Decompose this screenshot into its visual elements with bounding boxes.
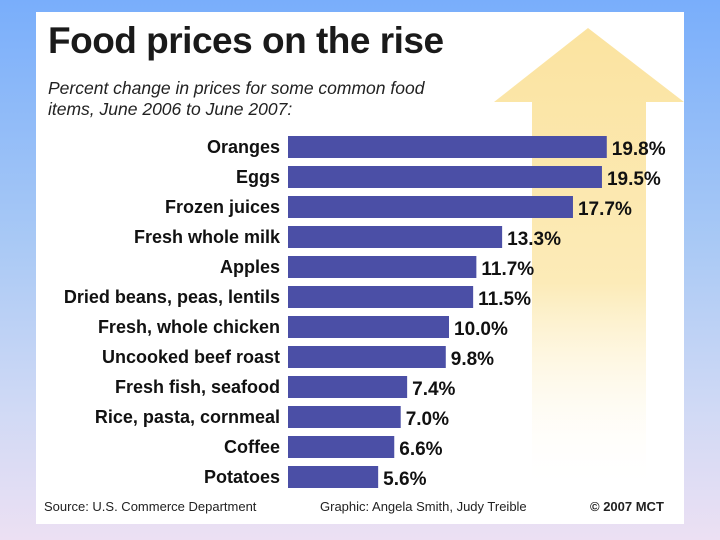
category-label-potatoes: Potatoes <box>204 467 280 487</box>
bar-frozen-juices <box>288 196 573 218</box>
value-label-rice-pasta-cornmeal: 7.0% <box>406 409 449 430</box>
value-label-potatoes: 5.6% <box>383 469 426 490</box>
source-note: Source: U.S. Commerce Department <box>44 499 257 514</box>
chart-card: Oranges 19.8% Eggs 19.5% Frozen juices 17.7% F… <box>36 12 684 524</box>
category-label-fresh-fish-seafood: Fresh fish, seafood <box>115 377 280 397</box>
bar-rice-pasta-cornmeal <box>288 406 401 428</box>
category-label-apples: Apples <box>220 257 280 277</box>
bar-fresh-whole-chicken <box>288 316 449 338</box>
bar-apples <box>288 256 477 278</box>
category-label-uncooked-beef-roast: Uncooked beef roast <box>102 347 280 367</box>
value-label-frozen-juices: 17.7% <box>578 199 632 220</box>
bar-coffee <box>288 436 395 458</box>
value-label-uncooked-beef-roast: 9.8% <box>451 349 494 370</box>
category-label-coffee: Coffee <box>224 437 280 457</box>
value-label-fresh-whole-milk: 13.3% <box>507 229 561 250</box>
bar-dried-beans-peas-lentils <box>288 286 474 308</box>
bar-eggs <box>288 166 602 188</box>
value-label-apples: 11.7% <box>481 259 534 280</box>
value-label-dried-beans-peas-lentils: 11.5% <box>478 289 531 310</box>
bar-uncooked-beef-roast <box>288 346 446 368</box>
chart-subtitle: Percent change in prices for some common… <box>48 78 425 119</box>
value-label-fresh-fish-seafood: 7.4% <box>412 379 455 400</box>
value-label-fresh-whole-chicken: 10.0% <box>454 319 508 340</box>
category-label-fresh-whole-milk: Fresh whole milk <box>134 227 281 247</box>
value-label-coffee: 6.6% <box>399 439 442 460</box>
category-label-oranges: Oranges <box>207 137 280 157</box>
bar-chart: Oranges 19.8% Eggs 19.5% Frozen juices 17.7% F… <box>64 28 684 492</box>
category-label-fresh-whole-chicken: Fresh, whole chicken <box>98 317 280 337</box>
value-label-oranges: 19.8% <box>612 139 666 160</box>
bar-fresh-fish-seafood <box>288 376 408 398</box>
bar-oranges <box>288 136 607 158</box>
bar-potatoes <box>288 466 379 488</box>
category-label-eggs: Eggs <box>236 167 280 187</box>
chart-title: Food prices on the rise <box>48 20 444 61</box>
category-label-frozen-juices: Frozen juices <box>165 197 280 217</box>
category-label-dried-beans-peas-lentils: Dried beans, peas, lentils <box>64 287 280 307</box>
graphic-credit: Graphic: Angela Smith, Judy Treible <box>320 499 527 514</box>
category-label-rice-pasta-cornmeal: Rice, pasta, cornmeal <box>95 407 280 427</box>
bar-fresh-whole-milk <box>288 226 503 248</box>
copyright-note: © 2007 MCT <box>590 499 664 514</box>
value-label-eggs: 19.5% <box>607 169 661 190</box>
